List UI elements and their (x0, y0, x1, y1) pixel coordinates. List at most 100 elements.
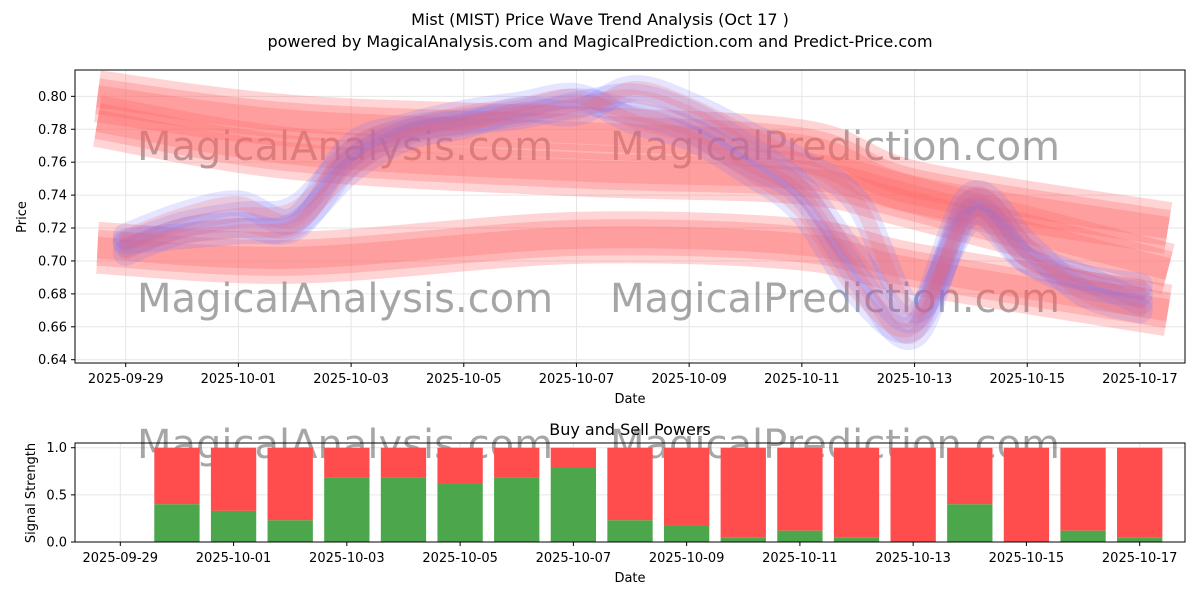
buy-power-bar (777, 530, 823, 542)
chart-subtitle: powered by MagicalAnalysis.com and Magic… (267, 32, 932, 51)
price-x-tick-label: 2025-10-11 (764, 372, 840, 387)
trend-band (93, 95, 1175, 295)
price-plot-frame (74, 69, 1186, 364)
price-x-tick-label: 2025-10-01 (201, 372, 277, 387)
buy-power-bar (494, 477, 540, 542)
trend-band (96, 85, 1170, 239)
sell-power-bar (380, 447, 427, 478)
signal-x-tick-label: 2025-10-17 (1102, 551, 1178, 566)
price-wave-blue (112, 83, 1153, 334)
signal-y-tick-label: 1.0 (46, 441, 67, 456)
buy-power-bar (267, 520, 313, 542)
price-y-tick-label: 0.64 (38, 353, 67, 368)
trend-band (96, 211, 1173, 336)
sell-power-bar (437, 447, 483, 484)
price-panel: MagicalAnalysis.com MagicalPrediction.com… (15, 69, 1186, 407)
sell-power-bar (494, 447, 540, 478)
signal-y-axis-label: Signal Strength (24, 443, 39, 543)
price-wave-red (118, 94, 1147, 344)
sell-power-bar (210, 447, 257, 511)
signal-y-tick-label: 0.5 (46, 488, 67, 503)
buy-power-bar (1117, 537, 1163, 542)
buy-power-bar (324, 477, 370, 542)
price-y-tick-label: 0.80 (38, 90, 67, 105)
watermark-text: MagicalPrediction.com (610, 276, 1060, 322)
price-y-tick-label: 0.78 (38, 123, 67, 138)
buy-power-bar (437, 483, 483, 542)
trend-band (96, 226, 1170, 322)
signal-x-axis-label: Date (614, 571, 645, 586)
sell-power-bar (1060, 447, 1106, 531)
price-wave-red (118, 81, 1147, 318)
signal-x-tick-label: 2025-10-13 (875, 551, 951, 566)
buy-power-bar (1060, 530, 1106, 542)
price-x-tick-label: 2025-10-15 (989, 372, 1065, 387)
trend-band (96, 219, 1171, 329)
signal-plot-frame (74, 442, 1186, 543)
signal-x-tick-label: 2025-10-01 (196, 551, 272, 566)
sell-power-bar (777, 447, 823, 531)
price-y-tick-label: 0.74 (38, 189, 67, 204)
sell-power-bar (947, 447, 993, 505)
price-y-axis-label: Price (15, 201, 30, 233)
buy-power-bar (607, 520, 653, 542)
price-y-tick-label: 0.68 (38, 287, 67, 302)
sell-power-bar (550, 447, 597, 468)
watermark-text: MagicalAnalysis.com (137, 276, 553, 322)
price-x-tick-label: 2025-10-09 (651, 372, 727, 387)
price-y-tick-label: 0.76 (38, 156, 67, 171)
price-x-tick-label: 2025-10-07 (539, 372, 615, 387)
buy-power-bar (947, 504, 993, 542)
price-wave-blue (112, 75, 1153, 324)
sell-power-bar (324, 447, 370, 478)
price-y-tick-label: 0.72 (38, 222, 67, 237)
sell-power-bar (890, 447, 936, 542)
trend-band (94, 70, 1173, 254)
buy-power-bar (720, 537, 766, 542)
buy-power-bar (663, 525, 710, 542)
trend-band (94, 103, 1173, 287)
price-wave-red (118, 88, 1147, 338)
price-x-tick-label: 2025-10-13 (877, 372, 953, 387)
sell-power-bar (833, 447, 880, 538)
buy-power-bar (833, 537, 880, 542)
buy-power-bar (380, 477, 427, 542)
sell-power-bar (267, 447, 313, 521)
price-wave-red (118, 89, 1147, 328)
price-x-tick-label: 2025-10-05 (426, 372, 502, 387)
trend-band (95, 78, 1171, 246)
buy-power-bar (210, 510, 257, 542)
signal-x-tick-label: 2025-10-09 (649, 551, 725, 566)
price-x-tick-label: 2025-10-03 (313, 372, 389, 387)
sell-power-bar (607, 447, 653, 521)
watermark-text: MagicalPrediction.com (610, 124, 1060, 170)
signal-y-tick-label: 0.0 (46, 536, 67, 551)
sell-power-bar (663, 447, 710, 526)
buy-power-bar (154, 504, 200, 542)
sell-power-bar (1003, 447, 1050, 542)
signal-x-tick-label: 2025-10-05 (422, 551, 498, 566)
price-wave-blue (112, 82, 1153, 344)
sell-power-bar (154, 447, 200, 505)
price-y-tick-label: 0.70 (38, 254, 67, 269)
price-wave-blue (112, 88, 1153, 350)
signal-chart-title: Buy and Sell Powers (549, 420, 711, 439)
signal-panel: Buy and Sell Powers MagicalAnalysis.com M… (24, 420, 1186, 586)
buy-power-bar (550, 467, 597, 542)
price-y-tick-label: 0.66 (38, 320, 67, 335)
signal-x-tick-label: 2025-10-11 (762, 551, 838, 566)
price-x-axis-label: Date (614, 392, 645, 407)
watermark-text: MagicalAnalysis.com (137, 124, 553, 170)
sell-power-bar (720, 447, 766, 538)
signal-x-tick-label: 2025-10-15 (989, 551, 1065, 566)
signal-x-tick-label: 2025-09-29 (83, 551, 159, 566)
trend-band (95, 110, 1171, 280)
chart-title: Mist (MIST) Price Wave Trend Analysis (O… (411, 10, 789, 29)
sell-power-bar (1117, 447, 1163, 538)
price-x-tick-label: 2025-10-17 (1102, 372, 1178, 387)
price-x-tick-label: 2025-09-29 (88, 372, 164, 387)
signal-x-tick-label: 2025-10-03 (309, 551, 385, 566)
signal-x-tick-label: 2025-10-07 (536, 551, 612, 566)
